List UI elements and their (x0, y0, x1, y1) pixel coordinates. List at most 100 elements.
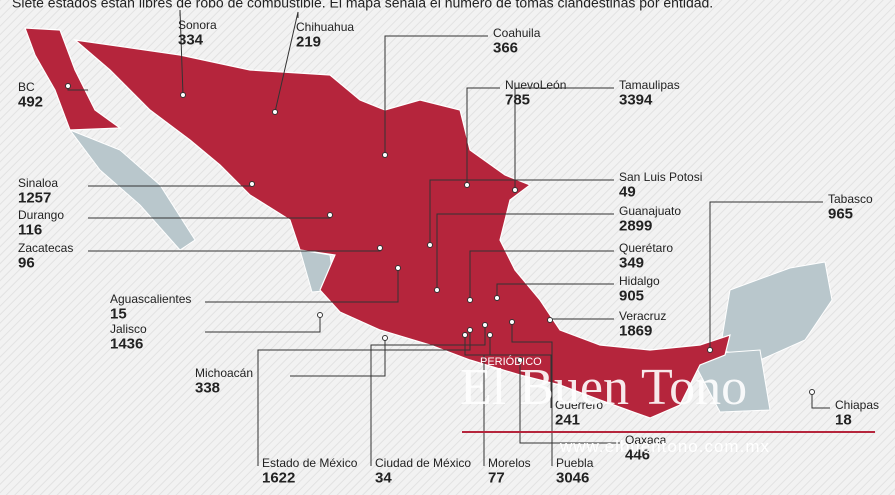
state-name: Aguascalientes (110, 292, 191, 306)
state-dot (462, 332, 468, 338)
state-dot (317, 312, 323, 318)
state-name: Zacatecas (18, 241, 73, 255)
leader-line (469, 250, 614, 300)
state-value: 905 (619, 287, 644, 304)
state-value: 338 (195, 379, 220, 396)
state-dot (382, 335, 388, 341)
watermark-brand: El Buen Tono (460, 359, 747, 416)
state-name: Durango (18, 208, 64, 222)
state-name: Tamaulipas (619, 78, 680, 92)
state-value: 77 (488, 469, 505, 486)
state-name: Chiapas (835, 398, 879, 412)
leader-line (811, 392, 830, 409)
state-dot (434, 287, 440, 293)
state-name: NuevoLeón (505, 78, 566, 92)
baja-sur (68, 128, 196, 251)
state-dot (509, 319, 515, 325)
state-value: 96 (18, 254, 35, 271)
state-value: 1257 (18, 189, 51, 206)
state-value: 785 (505, 91, 530, 108)
state-dot (382, 152, 388, 158)
state-name: Oaxaca (625, 433, 667, 447)
state-name: Morelos (488, 456, 531, 470)
state-name: Guerrero (555, 398, 603, 412)
state-dot (517, 357, 523, 363)
state-name: Chihuahua (296, 20, 354, 34)
state-dot (427, 242, 433, 248)
state-value: 965 (828, 205, 853, 222)
state-value: 219 (296, 33, 321, 50)
state-value: 2899 (619, 217, 652, 234)
leader-line (179, 9, 184, 96)
leader-line (370, 325, 486, 466)
mexico-mainland (73, 39, 731, 419)
state-value: 116 (18, 221, 42, 238)
state-value: 1622 (262, 469, 295, 486)
state-dot (180, 92, 186, 98)
baja-norte (24, 27, 122, 131)
state-value: 34 (375, 469, 392, 486)
state-name: San Luis Potosi (619, 170, 702, 184)
leader-line (483, 335, 491, 466)
state-name: Estado de México (262, 456, 358, 470)
state-name: Sonora (178, 18, 217, 32)
state-name: Michoacán (195, 366, 253, 380)
state-dot (512, 187, 518, 193)
state-name: Coahuila (493, 26, 541, 40)
state-dot (467, 327, 473, 333)
state-value: 49 (619, 183, 636, 200)
leader-line (290, 338, 386, 377)
state-value: 349 (619, 254, 644, 271)
state-value: 366 (493, 39, 518, 56)
state-dot (487, 332, 493, 338)
state-dot (65, 83, 71, 89)
state-dot (395, 265, 401, 271)
yucatan (719, 261, 833, 361)
leader-line (466, 87, 500, 185)
state-dot (467, 297, 473, 303)
leader-line (205, 268, 399, 303)
state-dot (494, 295, 500, 301)
leader-line (384, 35, 488, 155)
state-name: Querétaro (619, 241, 673, 255)
state-value: 1436 (110, 335, 143, 352)
state-dot (809, 389, 815, 395)
watermark-url: www.elbuentono.com.mx (559, 437, 770, 456)
state-value: 492 (18, 93, 43, 110)
state-dot (464, 182, 470, 188)
state-name: Puebla (556, 456, 594, 470)
state-dot (482, 322, 488, 328)
state-name: Hidalgo (619, 274, 660, 288)
state-dot (249, 181, 255, 187)
state-dot (707, 347, 713, 353)
state-name: Guanajuato (619, 204, 681, 218)
state-name: Tabasco (828, 192, 873, 206)
state-name: Jalisco (110, 322, 147, 336)
state-name: BC (18, 80, 35, 94)
state-value: 3046 (556, 469, 589, 486)
map (24, 27, 833, 419)
leader-line (257, 330, 471, 466)
leader-line (519, 360, 620, 444)
state-value: 334 (178, 31, 204, 48)
header-title: Siete estados están libres de robo de co… (12, 0, 713, 10)
state-dot (272, 109, 278, 115)
leader-line (205, 315, 321, 333)
state-value: 3394 (619, 91, 653, 108)
state-name: Sinaloa (18, 176, 58, 190)
state-dot (547, 317, 553, 323)
state-name: Ciudad de México (375, 456, 471, 470)
state-value: 446 (625, 446, 650, 463)
guatemala (689, 349, 771, 413)
leader-line (514, 87, 614, 190)
watermark-kicker: PERIÓDICO (480, 355, 542, 368)
leader-line (436, 213, 614, 290)
leader-line (709, 201, 823, 350)
state-dot (327, 212, 333, 218)
state-value: 1869 (619, 322, 652, 339)
state-value: 18 (835, 411, 852, 428)
state-dot (377, 245, 383, 251)
leader-line (429, 179, 614, 245)
state-value: 15 (110, 305, 127, 322)
